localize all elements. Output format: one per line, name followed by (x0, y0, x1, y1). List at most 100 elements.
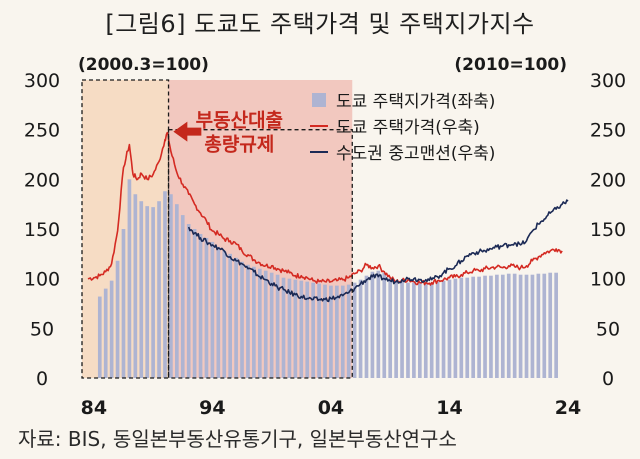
bar-46 (370, 271, 375, 378)
bar-50 (394, 280, 398, 378)
bar-19 (210, 241, 215, 378)
bar-48 (382, 272, 387, 378)
y-right-tick-50: 50 (596, 318, 620, 340)
y-right-tick-200: 200 (590, 169, 626, 191)
bar-7 (139, 201, 144, 378)
bar-38 (323, 284, 327, 378)
figure-source: 자료: BIS, 동일본부동산유통기구, 일본부동산연구소 (18, 427, 457, 451)
bar-61 (459, 277, 464, 378)
bar-70 (512, 273, 517, 378)
legend-label-1: 도쿄 주택지가격(좌축) (336, 92, 495, 112)
bar-4 (121, 229, 126, 378)
x-tick-04: 04 (318, 397, 344, 419)
bar-0 (97, 296, 102, 378)
bar-66 (489, 275, 493, 378)
bar-73 (530, 274, 535, 378)
land-price-bars (97, 179, 558, 378)
y-left-tick-150: 150 (24, 219, 60, 241)
y-right-tick-300: 300 (590, 70, 626, 92)
series-line-1 (87, 131, 563, 286)
dashed-box-1 (81, 79, 170, 379)
bar-62 (465, 277, 470, 378)
bar-57 (435, 281, 440, 378)
bar-11 (163, 191, 167, 378)
bar-71 (518, 274, 523, 378)
y-right-tick-250: 250 (590, 120, 626, 142)
bar-54 (417, 282, 422, 378)
y-right-tick-150: 150 (590, 219, 626, 241)
bar-20 (216, 246, 221, 378)
legend: 도쿄 주택지가격(좌축) 도쿄 주택가격(우축) 수도권 중고맨션(우축) (310, 92, 495, 164)
bar-77 (554, 272, 558, 378)
bar-8 (145, 206, 150, 378)
bar-72 (524, 274, 529, 378)
bar-35 (305, 281, 310, 378)
bar-67 (495, 274, 499, 378)
dashed-box-2 (167, 129, 353, 379)
bar-30 (275, 274, 280, 378)
bar-52 (406, 282, 410, 378)
bar-58 (441, 280, 446, 378)
bar-34 (299, 280, 304, 378)
left-axis-note: (2000.3=100) (78, 55, 209, 75)
bar-49 (388, 277, 393, 378)
legend-swatch-1 (312, 93, 326, 107)
bar-2 (109, 280, 114, 378)
bar-28 (263, 270, 268, 378)
annotation-text-1: 부동산대출 (196, 110, 283, 132)
bar-53 (412, 282, 416, 378)
bar-40 (335, 285, 339, 378)
bar-22 (228, 253, 233, 378)
bar-43 (352, 282, 357, 378)
annotation-text-2: 총량규제 (204, 134, 274, 156)
bar-12 (169, 194, 173, 378)
bar-32 (287, 278, 292, 378)
legend-label-2: 도쿄 주택가격(우축) (336, 118, 480, 138)
x-tick-84: 84 (81, 397, 107, 419)
bar-74 (536, 273, 541, 378)
bar-63 (471, 276, 476, 378)
bar-3 (115, 260, 120, 378)
bar-16 (192, 229, 197, 378)
dashed-boxes (81, 79, 353, 379)
bar-23 (234, 257, 238, 378)
bar-33 (293, 279, 298, 378)
bar-39 (329, 285, 333, 378)
bar-21 (222, 250, 227, 378)
bar-56 (429, 282, 434, 378)
legend-label-3: 수도권 중고맨션(우축) (336, 144, 495, 164)
bar-5 (127, 179, 132, 378)
bar-36 (311, 282, 315, 378)
bar-24 (240, 261, 244, 378)
bar-60 (453, 278, 458, 378)
bar-44 (358, 279, 363, 378)
bar-75 (542, 273, 547, 378)
bar-14 (180, 215, 185, 378)
x-tick-14: 14 (436, 397, 462, 419)
bar-45 (364, 275, 369, 378)
bar-68 (500, 274, 505, 378)
bar-17 (198, 233, 203, 378)
bar-13 (174, 204, 179, 378)
bar-18 (204, 237, 209, 378)
y-left-tick-250: 250 (24, 120, 60, 142)
figure-title: [그림6] 도쿄도 주택가격 및 주택지가지수 (105, 10, 535, 38)
bar-55 (423, 282, 428, 378)
bar-42 (346, 284, 351, 378)
bar-69 (506, 273, 511, 378)
bar-37 (317, 283, 321, 378)
bar-10 (157, 201, 161, 378)
bar-31 (281, 277, 286, 378)
y-left-tick-0: 0 (36, 368, 48, 390)
y-right-tick-100: 100 (590, 269, 626, 291)
bar-59 (447, 279, 452, 378)
x-tick-24: 24 (555, 397, 581, 419)
bar-25 (246, 264, 250, 378)
bar-47 (376, 270, 381, 378)
x-tick-94: 94 (199, 397, 225, 419)
bar-41 (340, 285, 345, 378)
series-line-2 (187, 199, 569, 303)
right-axis-note: (2010=100) (454, 55, 567, 75)
